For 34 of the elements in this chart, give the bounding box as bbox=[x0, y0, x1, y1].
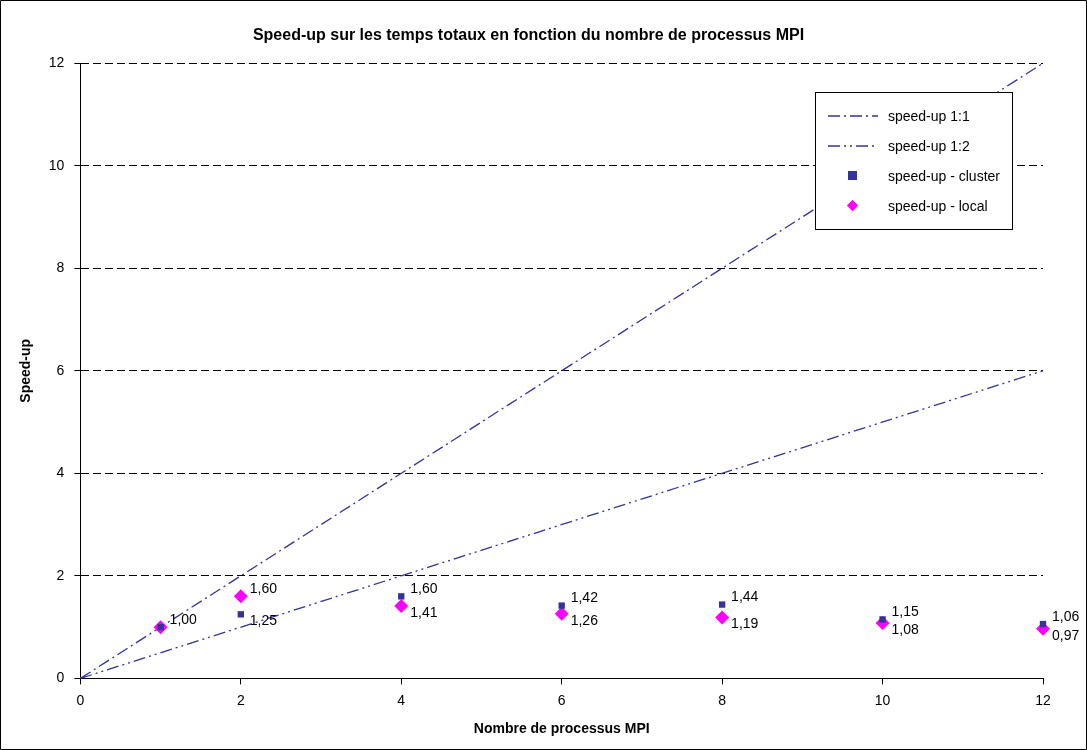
y-tick-label: 8 bbox=[56, 259, 65, 276]
y-tick-label: 0 bbox=[56, 669, 65, 686]
data-label: 1,41 bbox=[410, 603, 438, 620]
data-label: 1,19 bbox=[731, 615, 759, 632]
data-label: 1,26 bbox=[570, 611, 599, 628]
data-label: 1,60 bbox=[410, 580, 438, 597]
x-tick-label: 0 bbox=[76, 691, 85, 708]
data-label: 1,44 bbox=[731, 588, 759, 605]
data-label: 0,97 bbox=[1052, 626, 1080, 643]
y-axis-title: Speed-up bbox=[17, 338, 34, 403]
data-label: 1,00 bbox=[169, 610, 198, 627]
legend-label: speed-up 1:1 bbox=[887, 108, 970, 124]
x-tick-label: 6 bbox=[557, 691, 566, 708]
legend-label: speed-up - cluster bbox=[887, 168, 1000, 184]
y-tick-label: 2 bbox=[56, 566, 65, 583]
x-tick-label: 12 bbox=[1035, 691, 1051, 708]
data-label: 1,42 bbox=[570, 589, 599, 606]
y-tick-label: 6 bbox=[56, 361, 65, 378]
x-tick-label: 10 bbox=[874, 691, 891, 708]
x-tick-label: 2 bbox=[236, 691, 245, 708]
legend-label: speed-up - local bbox=[887, 198, 988, 214]
data-label: 1,06 bbox=[1052, 607, 1080, 624]
x-tick-label: 4 bbox=[397, 691, 406, 708]
data-label: 1,08 bbox=[891, 620, 920, 637]
y-tick-label: 4 bbox=[56, 464, 65, 481]
data-label: 1,15 bbox=[891, 603, 920, 620]
legend-label: speed-up 1:2 bbox=[887, 138, 970, 154]
data-label: 1,60 bbox=[249, 580, 278, 597]
x-axis-title: Nombre de processus MPI bbox=[473, 720, 650, 737]
y-tick-label: 12 bbox=[48, 54, 65, 71]
x-tick-label: 8 bbox=[718, 691, 727, 708]
chart-title: Speed-up sur les temps totaux en fonction du nombre de processus MPI bbox=[252, 26, 805, 44]
y-tick-label: 10 bbox=[48, 156, 65, 173]
data-label: 1,25 bbox=[249, 612, 278, 629]
